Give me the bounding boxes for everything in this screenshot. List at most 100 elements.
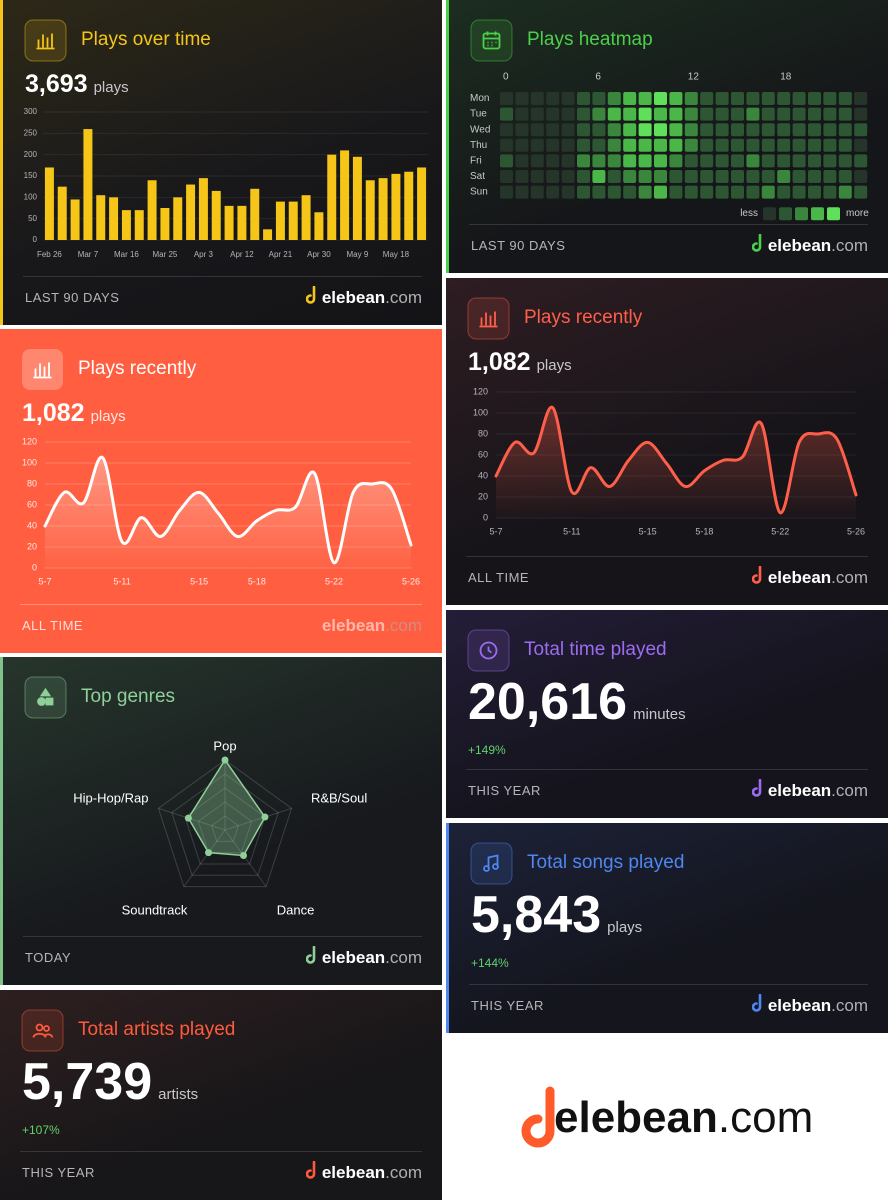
brand-note-shape: [751, 778, 762, 797]
bar: [250, 188, 260, 240]
card: Total artists played 5,739 artists +107% THI…: [0, 990, 442, 1200]
x-tick-label: May 9: [347, 250, 369, 259]
heat-cell: [746, 185, 760, 199]
x-tick-label: 5-11: [563, 526, 580, 536]
y-tick-label: 80: [27, 478, 37, 488]
brand-name: elebean: [767, 781, 832, 800]
heat-cell: [561, 123, 575, 137]
heat-cell: [746, 170, 760, 183]
heat-cell: [669, 185, 683, 199]
legend-swatch: [779, 207, 792, 221]
heat-cell: [731, 92, 744, 105]
brand-note: [751, 993, 762, 1012]
bar: [173, 197, 183, 240]
bar: [224, 205, 234, 240]
heat-cell: [500, 170, 513, 183]
y-tick-label: 120: [473, 386, 488, 396]
card-footer: THIS YEAR: [471, 998, 544, 1013]
value-unit: plays: [536, 357, 572, 374]
brand-tld: .com: [831, 781, 868, 800]
heat-cell: [761, 154, 775, 168]
heat-cell: [546, 154, 560, 168]
heat-cell: [761, 92, 775, 105]
x-tick-label: Feb 26: [37, 250, 62, 259]
icon-shape: [483, 865, 490, 872]
icon-shape: [45, 697, 54, 706]
heat-cell: [577, 154, 590, 168]
radar-spoke: [224, 807, 292, 831]
heat-cell: [854, 138, 868, 152]
brand-name: elebean: [767, 996, 832, 1015]
value-unit: plays: [90, 408, 126, 425]
icon-shape: [487, 854, 499, 869]
row-label: Fri: [470, 156, 482, 167]
heat-cell: [623, 154, 637, 168]
icon-box: [470, 19, 513, 62]
radar-label: Pop: [213, 738, 236, 753]
bar: [391, 173, 401, 240]
line: [494, 406, 858, 515]
heat-cell: [592, 185, 606, 199]
y-tick-label: 120: [22, 436, 37, 446]
heat-cell: [561, 185, 575, 199]
heat-cell: [746, 138, 760, 152]
brand-note-shape: [751, 993, 762, 1012]
heat-cell: [761, 123, 775, 137]
bar: [404, 171, 414, 240]
heat-cell: [654, 123, 667, 137]
brand-name: elebean: [321, 288, 386, 307]
brand-note: [751, 233, 762, 252]
heat-cell: [623, 170, 637, 183]
card-brand: elebean.com: [305, 945, 422, 968]
y-tick-label: 20: [478, 491, 488, 501]
card-brand: elebean.com: [751, 778, 868, 801]
brand-tld: .com: [831, 236, 868, 255]
icon: [482, 31, 501, 50]
heat-cell: [838, 123, 852, 137]
value-number: 5,739: [22, 1053, 153, 1111]
y-tick-label: 60: [27, 499, 37, 509]
heat-cell: [808, 123, 821, 137]
heat-cell: [838, 154, 852, 168]
heat-cell: [854, 123, 868, 137]
bar: [327, 154, 337, 240]
heat-cell: [623, 107, 637, 121]
heat-cell: [500, 123, 513, 137]
radar-point: [221, 756, 229, 764]
heat-cell: [592, 154, 606, 168]
heat-cell: [684, 154, 698, 168]
heat-cell: [669, 138, 683, 152]
card-footer: THIS YEAR: [468, 783, 541, 798]
legend-low: less: [740, 208, 758, 219]
brand-note: [305, 1160, 316, 1179]
icon-shape: [487, 646, 492, 654]
heat-cell: [777, 170, 791, 183]
icon-shape: [43, 1025, 50, 1032]
heat-cell: [607, 138, 621, 152]
heat-cell: [654, 185, 667, 199]
radar-grid: [211, 815, 239, 842]
icon-shape: [483, 31, 500, 47]
bar: [378, 178, 388, 240]
bar: [198, 178, 208, 240]
footer-rule: [469, 984, 868, 985]
x-tick-label: Mar 7: [78, 250, 99, 259]
bar: [365, 180, 375, 240]
bar: [121, 210, 131, 240]
heat-cell: [823, 154, 837, 168]
bar: [57, 186, 67, 240]
heat-cell: [700, 107, 714, 121]
heat-cell: [623, 185, 637, 199]
heat-cell: [761, 170, 775, 183]
heat-cell: [715, 185, 729, 199]
row-label: Tue: [470, 109, 487, 120]
heat-cell: [638, 92, 652, 105]
radar-spoke: [183, 829, 226, 887]
radar-grid: [157, 759, 293, 888]
heat-cell: [546, 123, 560, 137]
brand-note: [751, 778, 762, 797]
card-brand: elebean.com: [751, 993, 868, 1016]
brand-note-shape: [305, 945, 316, 964]
value-number: 20,616: [468, 673, 628, 731]
bar: [211, 190, 221, 240]
